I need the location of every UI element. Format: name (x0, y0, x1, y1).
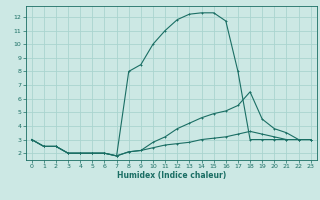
X-axis label: Humidex (Indice chaleur): Humidex (Indice chaleur) (116, 171, 226, 180)
